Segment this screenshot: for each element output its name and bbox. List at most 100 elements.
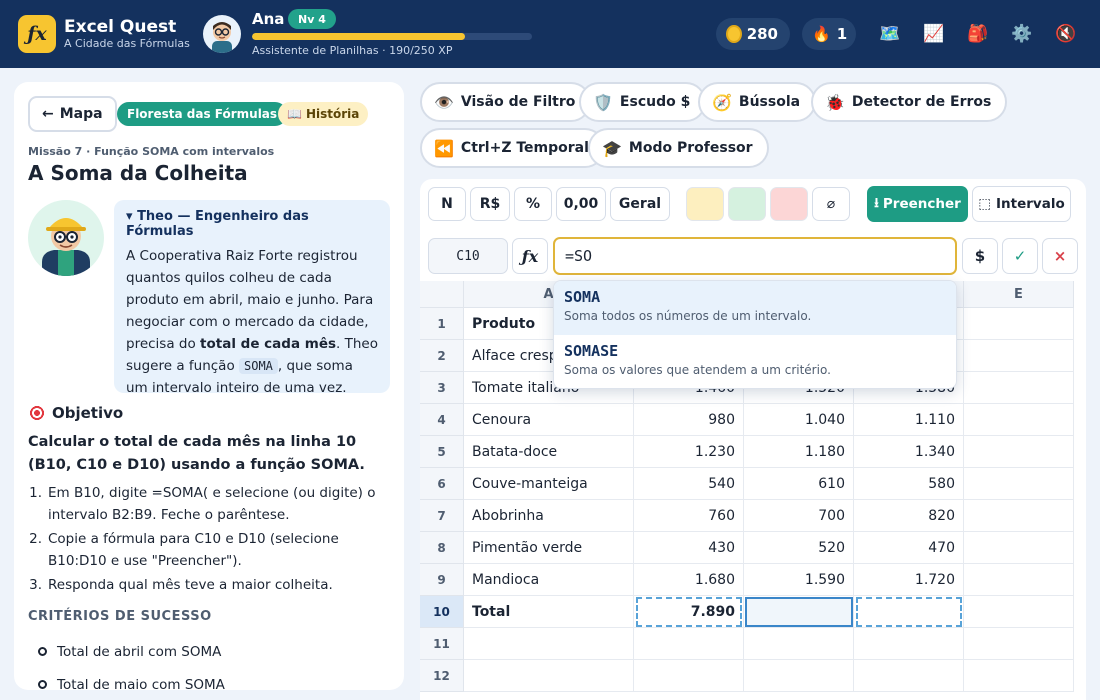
format-percent-button[interactable]: % — [514, 187, 552, 221]
table-cell[interactable]: 980 — [634, 404, 744, 436]
row-header[interactable]: 7 — [420, 500, 464, 532]
format-currency-button[interactable]: R$ — [470, 187, 510, 221]
row-header[interactable]: 12 — [420, 660, 464, 692]
table-cell[interactable]: 580 — [854, 468, 964, 500]
table-cell[interactable]: Total — [464, 596, 634, 628]
powerup-button[interactable]: ⏪ Ctrl+Z Temporal — [420, 128, 605, 168]
table-cell[interactable] — [964, 660, 1074, 692]
table-cell[interactable] — [464, 660, 634, 692]
table-cell[interactable] — [744, 660, 854, 692]
table-cell[interactable] — [744, 596, 854, 628]
clear-color-icon[interactable]: ⌀ — [812, 187, 850, 221]
range-button[interactable]: ⬚ Intervalo — [972, 186, 1071, 222]
settings-icon[interactable]: ⚙️ — [1011, 24, 1033, 44]
row-header[interactable]: 8 — [420, 532, 464, 564]
absolute-reference-button[interactable]: $ — [962, 238, 998, 274]
table-cell[interactable]: Mandioca — [464, 564, 634, 596]
row-header[interactable]: 11 — [420, 628, 464, 660]
format-normal-button[interactable]: N — [428, 187, 466, 221]
table-cell[interactable] — [964, 404, 1074, 436]
powerup-label: Modo Professor — [628, 140, 753, 156]
map-icon[interactable]: 🗺️ — [879, 24, 901, 44]
function-icon[interactable]: ƒx — [512, 238, 548, 274]
chart-icon[interactable]: 📈 — [923, 24, 945, 44]
row-header[interactable]: 1 — [420, 308, 464, 340]
table-cell[interactable] — [964, 436, 1074, 468]
backpack-icon[interactable]: 🎒 — [967, 24, 989, 44]
powerup-button[interactable]: 🎓 Modo Professor — [588, 128, 769, 168]
formula-input[interactable]: =SO — [553, 237, 957, 275]
table-cell[interactable]: 1.680 — [634, 564, 744, 596]
autocomplete-item[interactable]: SOMASE Soma os valores que atendem a um c… — [554, 335, 956, 388]
color-swatch-green[interactable] — [728, 187, 766, 221]
table-cell[interactable] — [464, 628, 634, 660]
table-cell[interactable] — [744, 628, 854, 660]
table-cell[interactable]: 1.720 — [854, 564, 964, 596]
table-cell[interactable] — [964, 532, 1074, 564]
table-cell[interactable]: 470 — [854, 532, 964, 564]
cancel-icon[interactable]: × — [1042, 238, 1078, 274]
column-header[interactable]: E — [964, 281, 1074, 308]
table-cell[interactable] — [964, 564, 1074, 596]
cell-reference-box[interactable]: C10 — [428, 238, 508, 274]
table-cell[interactable] — [854, 660, 964, 692]
back-to-map-button[interactable]: ← Mapa — [28, 96, 117, 132]
table-cell[interactable] — [854, 628, 964, 660]
color-swatch-yellow[interactable] — [686, 187, 724, 221]
table-cell[interactable]: 1.590 — [744, 564, 854, 596]
table-cell[interactable]: Abobrinha — [464, 500, 634, 532]
table-cell[interactable] — [964, 308, 1074, 340]
table-cell[interactable] — [964, 372, 1074, 404]
story-tag[interactable]: 📖 História — [278, 102, 369, 126]
table-cell[interactable]: 1.040 — [744, 404, 854, 436]
fill-button[interactable]: ⭳ Preencher — [867, 186, 968, 222]
table-cell[interactable]: 540 — [634, 468, 744, 500]
row-header[interactable]: 9 — [420, 564, 464, 596]
table-cell[interactable]: 520 — [744, 532, 854, 564]
powerup-button[interactable]: 🧭 Bússola — [698, 82, 817, 122]
table-cell[interactable] — [964, 596, 1074, 628]
table-cell[interactable] — [964, 340, 1074, 372]
autocomplete-item[interactable]: SOMA Soma todos os números de um interval… — [554, 281, 956, 335]
format-decimal-button[interactable]: 0,00 — [556, 187, 606, 221]
table-cell[interactable]: Couve-manteiga — [464, 468, 634, 500]
confirm-icon[interactable]: ✓ — [1002, 238, 1038, 274]
table-cell[interactable] — [964, 628, 1074, 660]
powerup-button[interactable]: 🛡️ Escudo $ — [579, 82, 707, 122]
criteria-heading: CRITÉRIOS DE SUCESSO — [28, 609, 212, 624]
row-header[interactable]: 4 — [420, 404, 464, 436]
table-cell[interactable] — [964, 468, 1074, 500]
powerup-button[interactable]: 👁️ Visão de Filtro — [420, 82, 592, 122]
table-cell[interactable] — [854, 596, 964, 628]
table-cell[interactable]: Cenoura — [464, 404, 634, 436]
table-cell[interactable]: 1.230 — [634, 436, 744, 468]
coins-counter: 280 — [716, 18, 790, 50]
table-cell[interactable]: 760 — [634, 500, 744, 532]
grid-corner[interactable] — [420, 281, 464, 308]
table-cell[interactable] — [964, 500, 1074, 532]
objective-heading: Objetivo — [28, 404, 123, 422]
mute-icon[interactable]: 🔇 — [1055, 24, 1077, 44]
book-icon: 📖 — [287, 107, 302, 121]
row-header[interactable]: 6 — [420, 468, 464, 500]
table-cell[interactable]: 1.340 — [854, 436, 964, 468]
color-swatch-red[interactable] — [770, 187, 808, 221]
row-header[interactable]: 2 — [420, 340, 464, 372]
table-cell[interactable]: Batata-doce — [464, 436, 634, 468]
row-header[interactable]: 5 — [420, 436, 464, 468]
table-cell[interactable] — [634, 660, 744, 692]
row-header[interactable]: 10 — [420, 596, 464, 628]
table-cell[interactable]: 1.180 — [744, 436, 854, 468]
table-cell[interactable]: 430 — [634, 532, 744, 564]
user-avatar[interactable] — [203, 15, 241, 53]
table-cell[interactable] — [634, 628, 744, 660]
powerup-button[interactable]: 🐞 Detector de Erros — [811, 82, 1008, 122]
row-header[interactable]: 3 — [420, 372, 464, 404]
table-cell[interactable]: 820 — [854, 500, 964, 532]
table-cell[interactable]: 610 — [744, 468, 854, 500]
table-cell[interactable]: 700 — [744, 500, 854, 532]
format-general-button[interactable]: Geral — [610, 187, 670, 221]
table-cell[interactable]: 7.890 — [634, 596, 744, 628]
table-cell[interactable]: 1.110 — [854, 404, 964, 436]
table-cell[interactable]: Pimentão verde — [464, 532, 634, 564]
